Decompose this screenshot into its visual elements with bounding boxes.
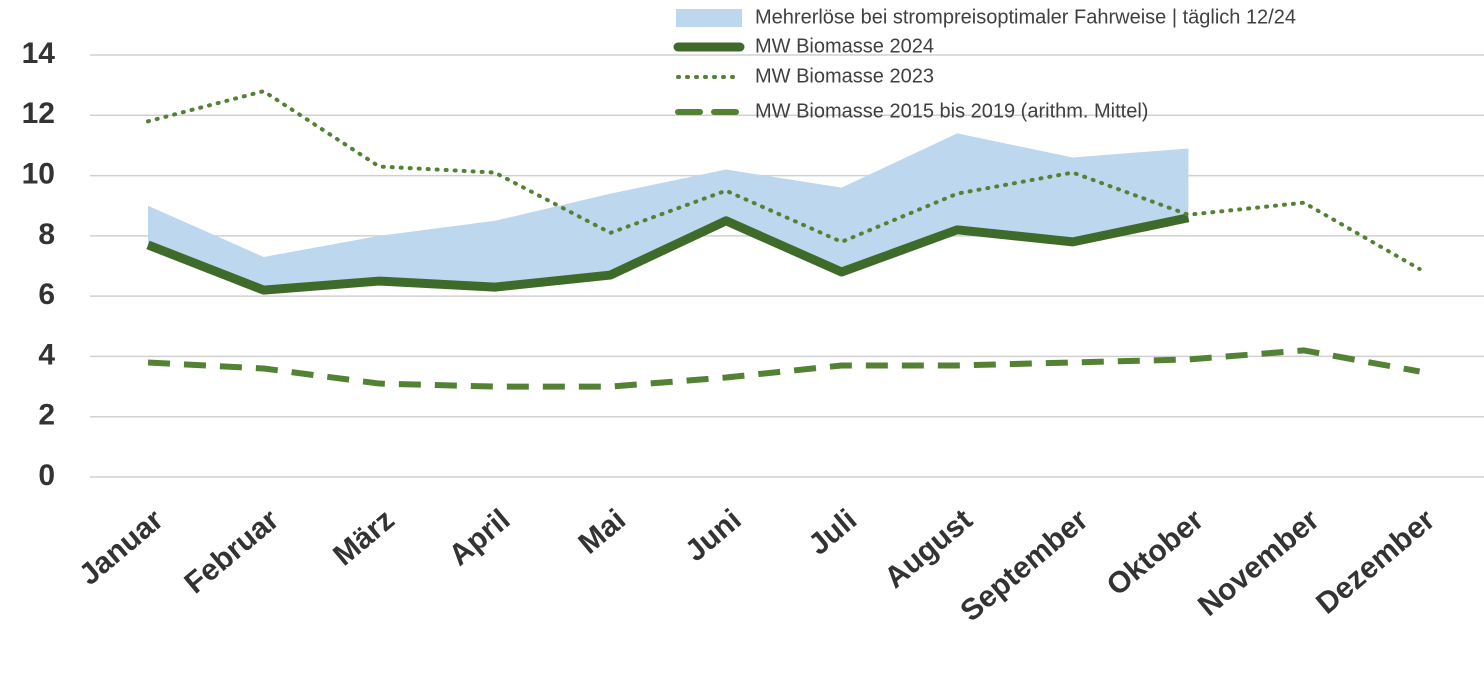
y-tick-label: 14 <box>22 37 56 70</box>
legend-label: MW Biomasse 2015 bis 2019 (arithm. Mitte… <box>755 100 1148 122</box>
y-tick-label: 6 <box>38 278 55 311</box>
y-tick-label: 12 <box>22 97 55 130</box>
x-tick-label: November <box>1192 503 1326 623</box>
y-tick-label: 10 <box>22 157 55 190</box>
x-tick-label: Juli <box>802 503 863 562</box>
x-tick-label: Februar <box>178 503 285 600</box>
y-tick-label: 8 <box>38 218 55 251</box>
line <box>146 89 1422 272</box>
line <box>147 347 1421 390</box>
x-tick-label: August <box>878 503 978 595</box>
legend-swatch <box>676 9 742 27</box>
x-tick-label: Juni <box>679 503 747 568</box>
x-tick-label: September <box>954 503 1094 628</box>
legend-label: MW Biomasse 2023 <box>755 65 934 87</box>
x-tick-label: Dezember <box>1310 503 1441 621</box>
y-tick-label: 0 <box>38 459 55 492</box>
legend-label: Mehrerlöse bei strompreisoptimaler Fahrw… <box>755 6 1296 28</box>
y-tick-label: 4 <box>38 338 55 371</box>
x-tick-label: April <box>443 503 517 572</box>
x-tick-label: März <box>327 503 401 572</box>
legend-label: MW Biomasse 2024 <box>755 35 934 57</box>
line <box>146 213 1190 295</box>
x-tick-label: Oktober <box>1101 503 1211 602</box>
x-tick-label: Januar <box>73 503 170 592</box>
x-tick-label: Mai <box>572 503 632 560</box>
y-tick-label: 2 <box>38 399 55 432</box>
